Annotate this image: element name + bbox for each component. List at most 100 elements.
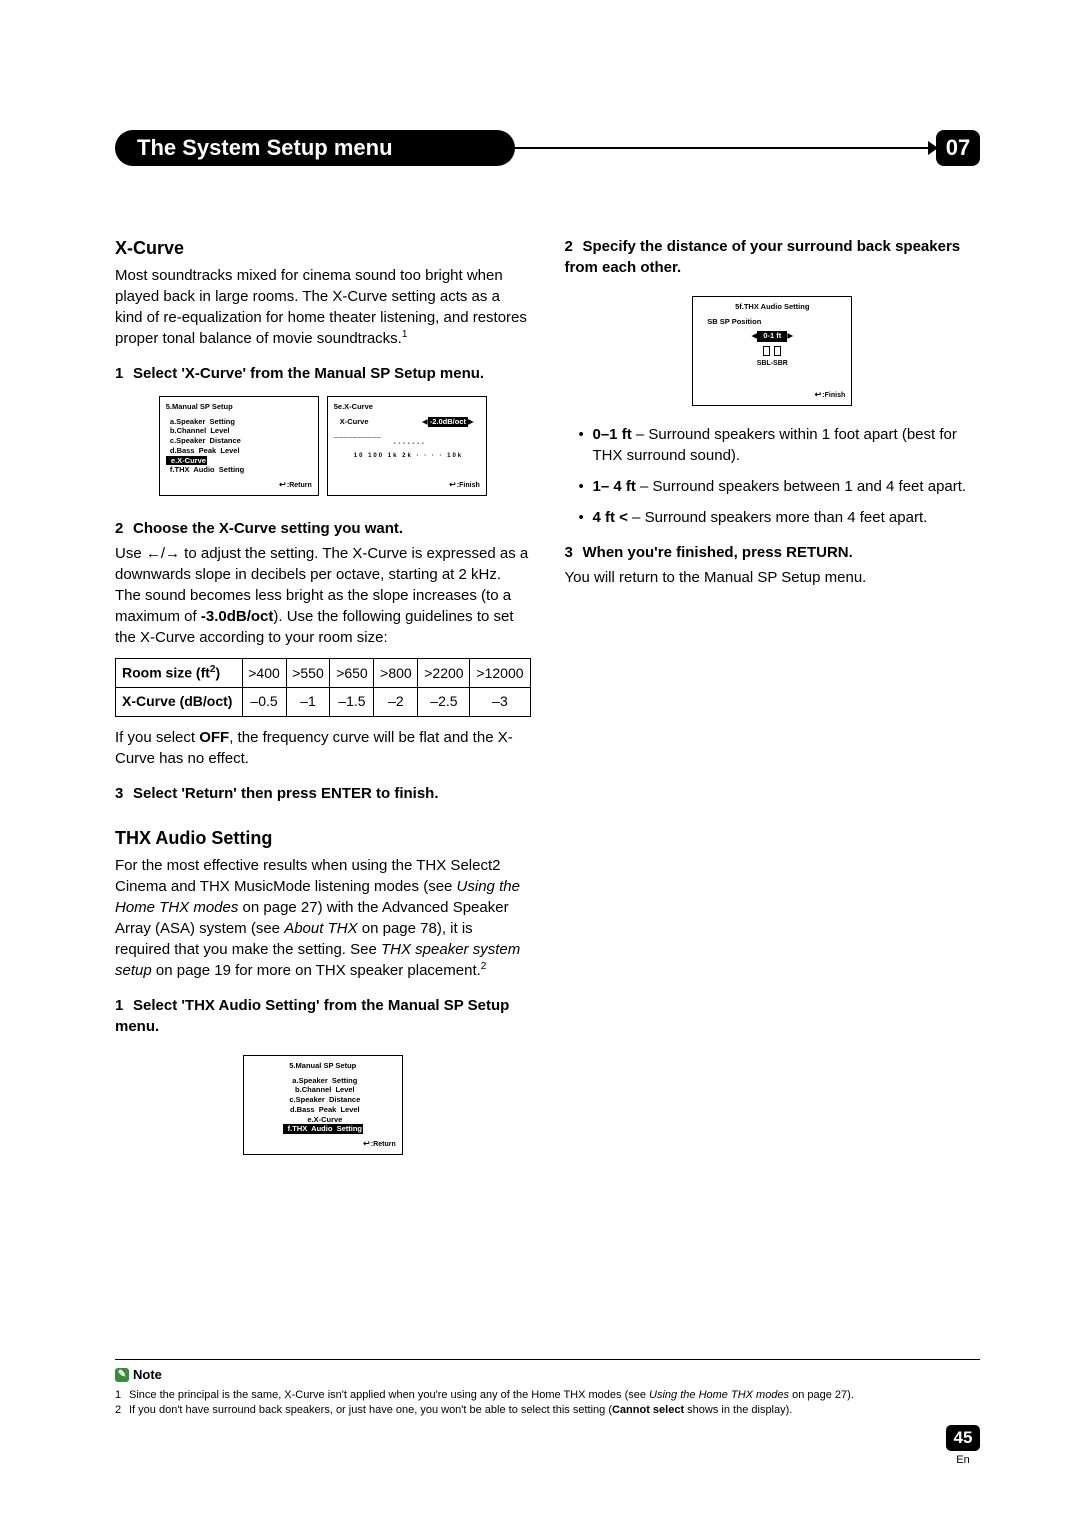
text: on page 27).: [789, 1389, 854, 1401]
table-cell: –1: [286, 688, 330, 717]
osd-xcurve-graph: ────────── - - - - - - - 10 100 1k 2k · …: [334, 435, 480, 459]
osd-item-selected: e.X-Curve: [166, 456, 207, 466]
footnote-2: 2If you don't have surround back speaker…: [115, 1403, 980, 1418]
footnote-ref-1: 1: [402, 329, 408, 340]
thx-step3-body: You will return to the Manual SP Setup m…: [565, 567, 981, 588]
right-column: 2Specify the distance of your surround b…: [565, 236, 981, 1173]
osd-item: c.Speaker Distance: [166, 436, 312, 446]
content-columns: X-Curve Most soundtracks mixed for cinem…: [115, 236, 980, 1173]
footnote-ref-2: 2: [481, 961, 487, 972]
table-cell: >400: [242, 659, 286, 688]
osd-thx-audio-setting: 5f.THX Audio Setting SB SP Position ◀ 0-…: [692, 296, 852, 406]
osd-item: c.Speaker Distance: [250, 1095, 396, 1105]
text-bold: OFF: [199, 729, 229, 746]
note-icon: ✎: [115, 1368, 129, 1382]
table-cell: >650: [330, 659, 374, 688]
thx-heading: THX Audio Setting: [115, 826, 531, 851]
osd-xcurve: 5e.X-Curve X-Curve ◀-2.0dB/oct▶ ────────…: [327, 396, 487, 496]
osd-title: 5.Manual SP Setup: [166, 402, 312, 413]
table-cell: –1.5: [330, 688, 374, 717]
bullet-bold: 0–1 ft: [593, 426, 632, 443]
table-cell: >550: [286, 659, 330, 688]
xcurve-heading: X-Curve: [115, 236, 531, 261]
chapter-number-badge: 07: [936, 130, 980, 166]
xcurve-intro-text: Most soundtracks mixed for cinema sound …: [115, 267, 527, 347]
text: Since the principal is the same, X-Curve…: [129, 1389, 649, 1401]
table-header-xcurve: X-Curve (dB/oct): [116, 688, 243, 717]
thx-step3-text: When you're finished, press RETURN.: [583, 544, 853, 561]
table-cell: –2.5: [418, 688, 470, 717]
osd-finish: :Finish: [449, 479, 480, 491]
osd-manual-sp-setup: 5.Manual SP Setup a.Speaker Setting b.Ch…: [159, 396, 319, 496]
text-bold: Cannot select: [612, 1404, 684, 1416]
table-cell: >2200: [418, 659, 470, 688]
text-bold: -3.0dB/oct: [201, 608, 274, 625]
osd-sb-diagram: SBL-SBR: [699, 346, 845, 370]
xcurve-step2-text: Choose the X-Curve setting you want.: [133, 520, 403, 537]
osd-xcurve-label: X-Curve: [340, 417, 369, 428]
note-label: Note: [133, 1366, 162, 1384]
thx-step-1: 1Select 'THX Audio Setting' from the Man…: [115, 995, 531, 1037]
osd-finish: :Finish: [815, 389, 846, 401]
thx-step2-text: Specify the distance of your surround ba…: [565, 238, 961, 276]
thx-step1-text: Select 'THX Audio Setting' from the Manu…: [115, 997, 509, 1035]
osd-item: b.Channel Level: [250, 1085, 396, 1095]
page-number: 45: [946, 1425, 980, 1451]
xcurve-osd-pair: 5.Manual SP Setup a.Speaker Setting b.Ch…: [115, 388, 531, 504]
osd-item: d.Bass Peak Level: [250, 1105, 396, 1115]
note-heading: ✎ Note: [115, 1366, 980, 1384]
bullet-text: – Surround speakers between 1 and 4 feet…: [636, 478, 966, 495]
list-item: 4 ft < – Surround speakers more than 4 f…: [579, 507, 981, 528]
page-number-badge: 45 En: [946, 1425, 980, 1468]
list-item: 0–1 ft – Surround speakers within 1 foot…: [579, 424, 981, 466]
text: Use: [115, 545, 146, 562]
text: shows in the display).: [684, 1404, 792, 1416]
osd-return: :Return: [279, 479, 312, 491]
osd-item: b.Channel Level: [166, 426, 312, 436]
bullet-bold: 1– 4 ft: [593, 478, 636, 495]
chapter-title: The System Setup menu: [115, 130, 515, 166]
osd-item: f.THX Audio Setting: [166, 465, 312, 475]
xcurve-room-table: Room size (ft2) >400 >550 >650 >800 >220…: [115, 658, 531, 717]
xcurve-off-note: If you select OFF, the frequency curve w…: [115, 727, 531, 769]
thx-intro: For the most effective results when usin…: [115, 855, 531, 981]
list-item: 1– 4 ft – Surround speakers between 1 an…: [579, 476, 981, 497]
osd-xcurve-value: -2.0dB/oct: [428, 417, 468, 428]
table-cell: >800: [374, 659, 418, 688]
text: If you don't have surround back speakers…: [129, 1404, 612, 1416]
osd-item: d.Bass Peak Level: [166, 446, 312, 456]
page-lang: En: [946, 1453, 980, 1468]
bullet-bold: 4 ft <: [593, 509, 628, 526]
xcurve-step2-body: Use ←/→ to adjust the setting. The X-Cur…: [115, 543, 531, 648]
osd-sb-position-label: SB SP Position: [699, 317, 845, 328]
footnote-block: ✎ Note 1Since the principal is the same,…: [115, 1339, 980, 1418]
osd-title: 5e.X-Curve: [334, 402, 480, 413]
thx-step-2: 2Specify the distance of your surround b…: [565, 236, 981, 278]
xcurve-step-2: 2Choose the X-Curve setting you want.: [115, 518, 531, 539]
footnote-1: 1Since the principal is the same, X-Curv…: [115, 1388, 980, 1403]
xcurve-intro: Most soundtracks mixed for cinema sound …: [115, 265, 531, 349]
text-italic: About THX: [284, 920, 357, 937]
xcurve-step-3: 3Select 'Return' then press ENTER to fin…: [115, 783, 531, 804]
text: If you select: [115, 729, 199, 746]
text-italic: Using the Home THX modes: [649, 1389, 789, 1401]
osd-title: 5f.THX Audio Setting: [699, 302, 845, 313]
thx-step-3: 3When you're finished, press RETURN.: [565, 542, 981, 563]
table-cell: –2: [374, 688, 418, 717]
osd-item: a.Speaker Setting: [166, 417, 312, 427]
xcurve-step1-text: Select 'X-Curve' from the Manual SP Setu…: [133, 365, 484, 382]
osd-sb-value: 0-1 ft: [763, 331, 781, 340]
left-column: X-Curve Most soundtracks mixed for cinem…: [115, 236, 531, 1173]
text: on page 19 for more on THX speaker place…: [152, 962, 481, 979]
chapter-header: The System Setup menu 07: [115, 130, 980, 166]
table-cell: –0.5: [242, 688, 286, 717]
table-cell: >12000: [470, 659, 530, 688]
table-cell: –3: [470, 688, 530, 717]
osd-manual-sp-setup-thx: 5.Manual SP Setup a.Speaker Setting b.Ch…: [243, 1055, 403, 1155]
xcurve-step3-text: Select 'Return' then press ENTER to fini…: [133, 785, 439, 802]
osd-sb-diagram-label: SBL-SBR: [699, 359, 845, 369]
footnote-rule: [115, 1359, 980, 1360]
osd-item-selected: f.THX Audio Setting: [283, 1124, 363, 1134]
osd-return: :Return: [363, 1138, 396, 1150]
bullet-text: – Surround speakers within 1 foot apart …: [593, 426, 957, 464]
